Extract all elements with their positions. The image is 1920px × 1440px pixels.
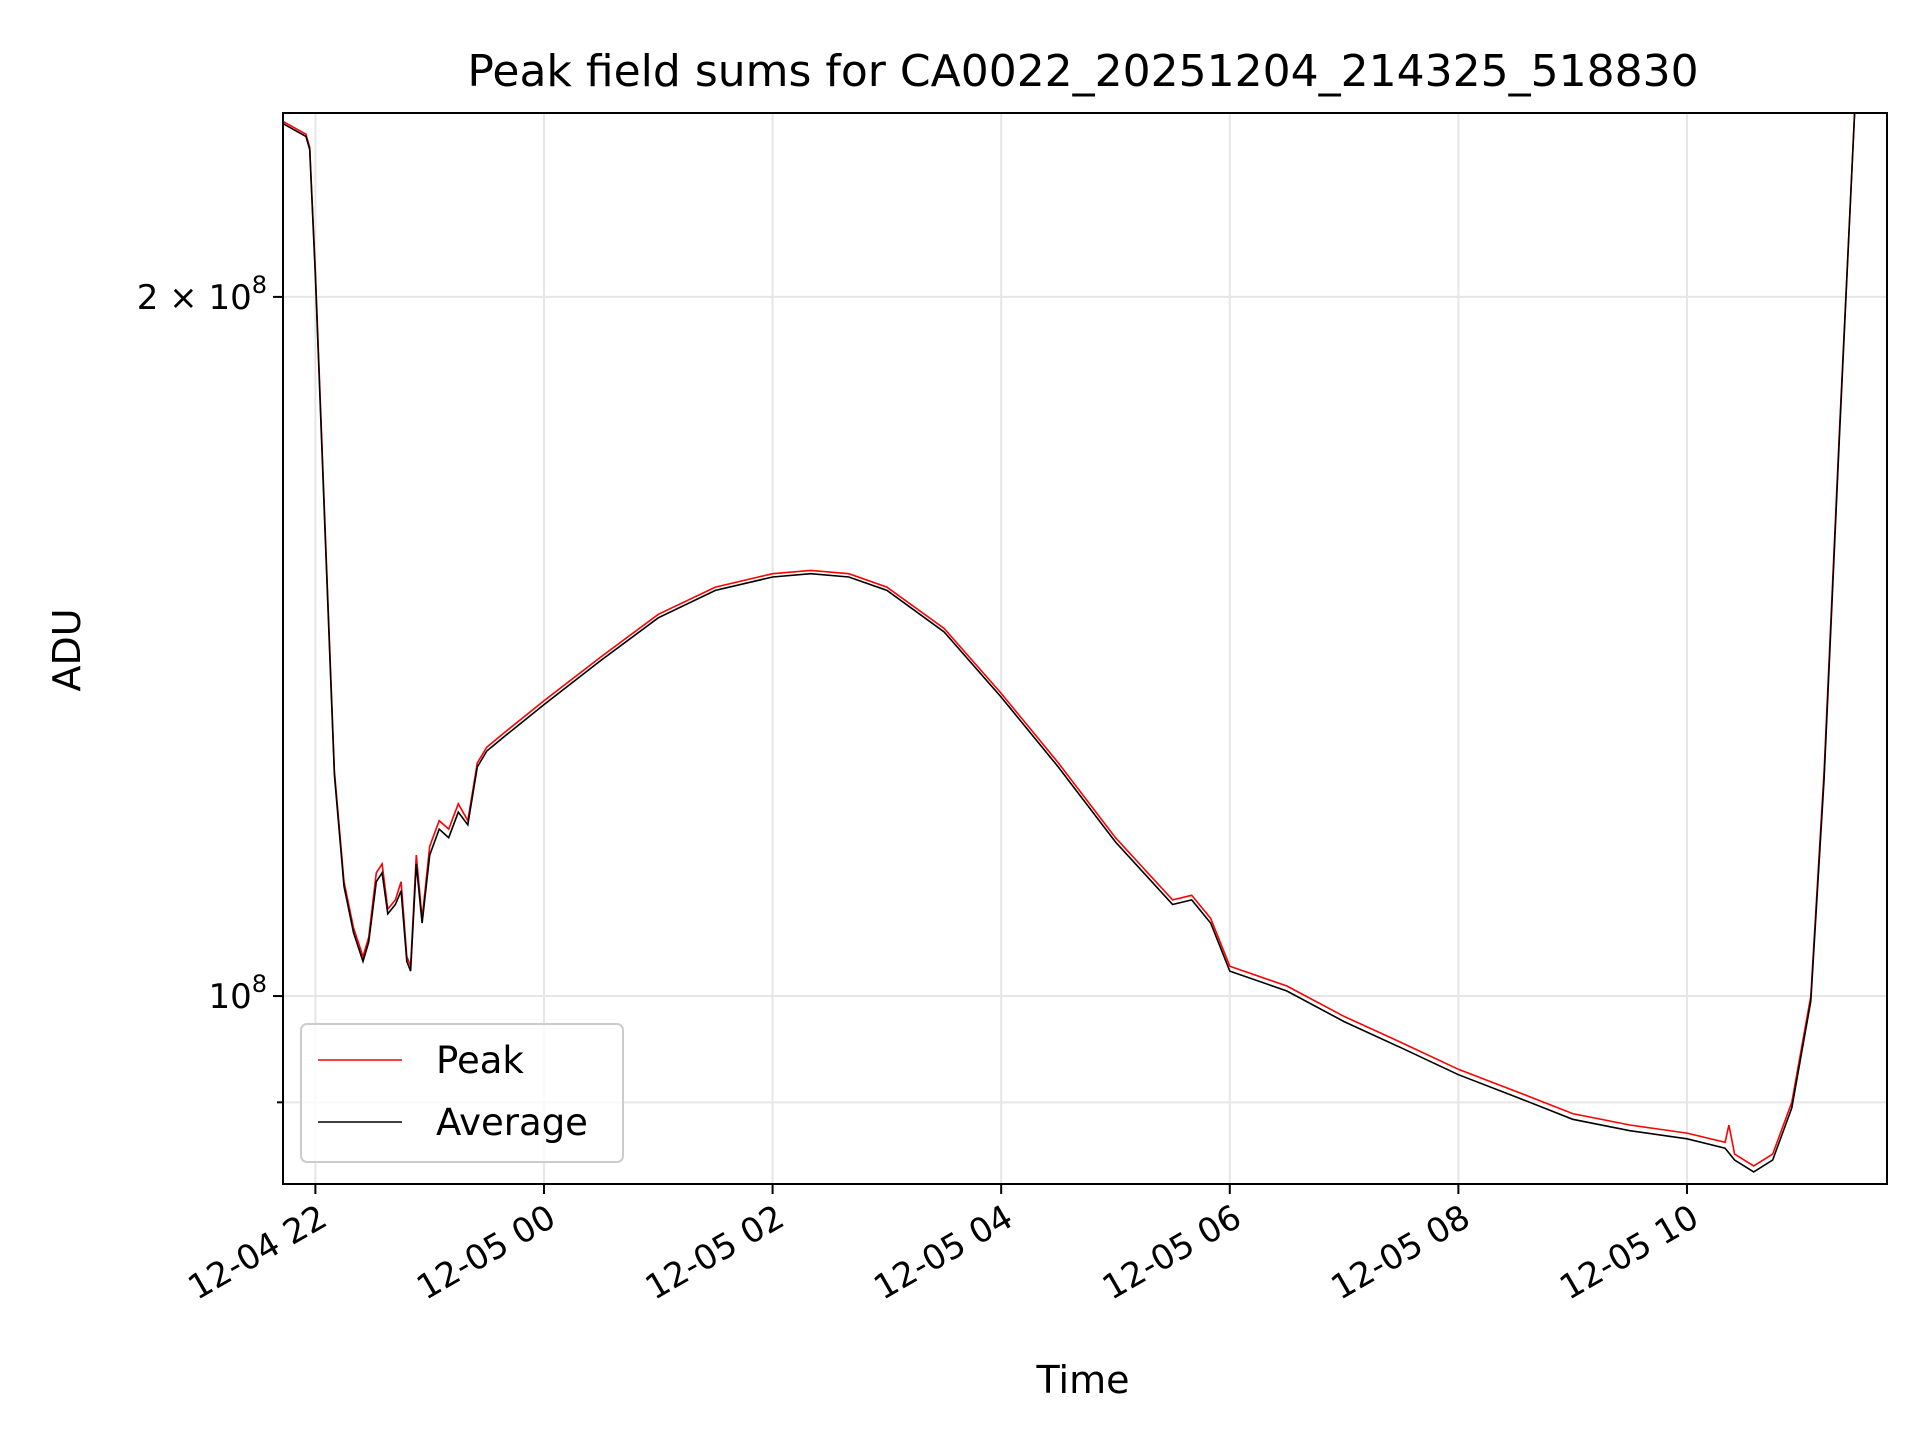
legend-label: Average	[436, 1101, 588, 1144]
series-line-peak	[283, 113, 1856, 1167]
legend: Peak Average	[300, 1023, 624, 1163]
grid	[283, 113, 1887, 1184]
y-tick-label: 108	[208, 970, 267, 1017]
y-axis-ticks: 108 2 × 108	[137, 271, 283, 1104]
x-axis-label: Time	[1036, 1358, 1130, 1402]
legend-label: Peak	[436, 1039, 524, 1082]
chart-title: Peak field sums for CA0022_20251204_2143…	[467, 46, 1698, 97]
series-line-average	[283, 113, 1856, 1173]
y-axis-label: ADU	[45, 608, 89, 691]
legend-box	[300, 1023, 624, 1163]
y-tick-label: 2 × 108	[137, 271, 267, 318]
plot-frame	[282, 112, 1888, 1185]
series-group	[283, 113, 1856, 1173]
